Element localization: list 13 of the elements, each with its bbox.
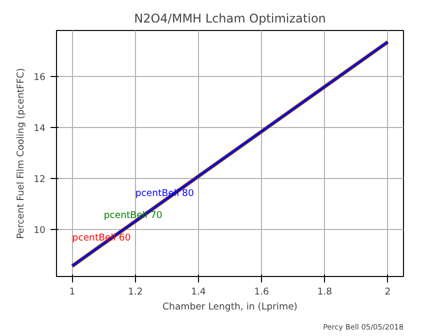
x-tick-label: 2 xyxy=(384,286,391,298)
x-tick-label: 1.4 xyxy=(191,286,206,298)
x-tick-label: 1 xyxy=(69,286,76,298)
x-tick-label: 1.6 xyxy=(254,286,270,298)
y-tick-label: 14 xyxy=(34,122,46,134)
y-tick-label: 10 xyxy=(34,225,46,236)
y-axis-title: Percent Fuel Film Cooling (pcentFFC) xyxy=(16,68,27,239)
chart-title: N2O4/MMH Lcham Optimization xyxy=(134,12,326,26)
x-tick-label: 1.8 xyxy=(317,286,332,298)
y-tick-label: 16 xyxy=(34,72,46,83)
y-tick-label: 12 xyxy=(34,174,46,186)
x-axis-title: Chamber Length, in (Lprime) xyxy=(162,302,298,312)
x-tick-label: 1.2 xyxy=(128,286,143,298)
